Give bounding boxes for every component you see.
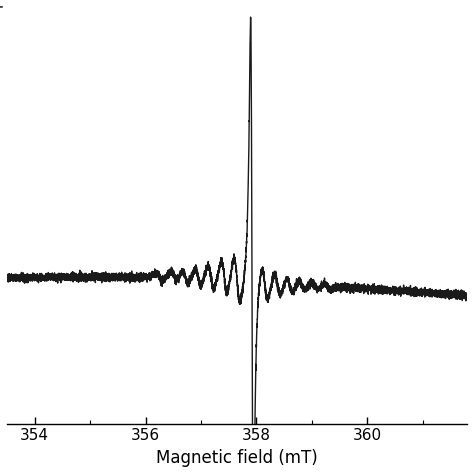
X-axis label: Magnetic field (mT): Magnetic field (mT) <box>156 449 318 467</box>
